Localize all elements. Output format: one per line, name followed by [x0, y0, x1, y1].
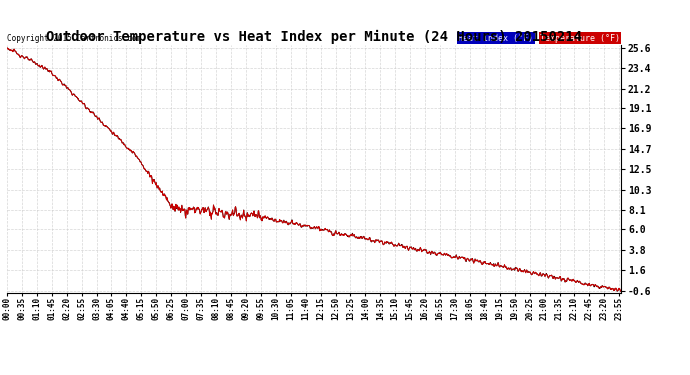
Text: Heat Index (°F): Heat Index (°F) — [458, 33, 533, 42]
Text: Copyright 2015 Cartronics.com: Copyright 2015 Cartronics.com — [7, 33, 141, 42]
Text: Temperature (°F): Temperature (°F) — [540, 33, 620, 42]
Title: Outdoor Temperature vs Heat Index per Minute (24 Hours) 20150214: Outdoor Temperature vs Heat Index per Mi… — [46, 30, 582, 44]
